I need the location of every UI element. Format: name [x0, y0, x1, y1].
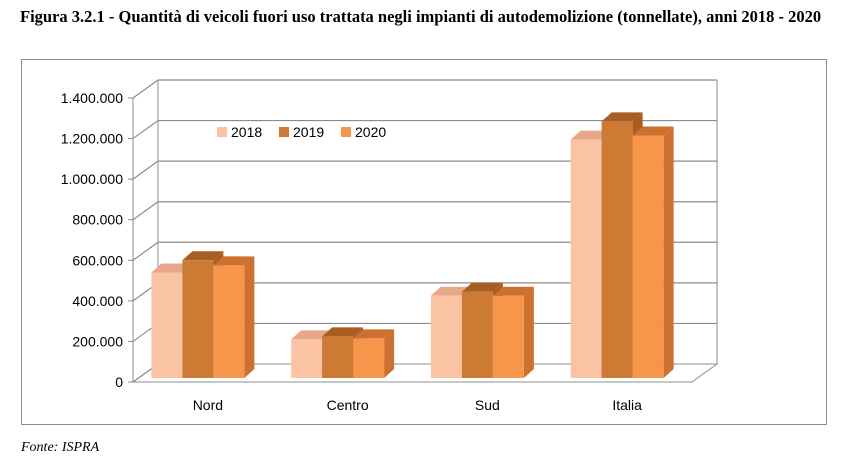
x-category-label: Sud [475, 397, 500, 413]
bar-2018-Nord [151, 272, 183, 378]
bar-side [244, 256, 255, 378]
legend-swatch [279, 127, 289, 137]
x-category-label: Centro [327, 397, 369, 413]
x-category-label: Italia [612, 397, 642, 413]
legend-label: 2018 [231, 124, 262, 140]
bar-side [663, 126, 674, 379]
bar-2020-Centro [353, 338, 385, 378]
gridline-depth [132, 201, 159, 221]
bar-top [430, 286, 472, 296]
y-tick-label: 0 [115, 374, 123, 390]
bar-top [213, 256, 255, 266]
bar-top [353, 329, 395, 339]
gridline-depth [132, 160, 159, 180]
source-note: Fonte: ISPRA [21, 440, 100, 455]
bar-2020-Nord [213, 265, 245, 378]
bar-2019-Italia [601, 121, 633, 378]
bar-2018-Sud [430, 295, 462, 378]
x-category-label: Nord [193, 397, 223, 413]
y-tick-label: 800.000 [72, 212, 123, 228]
bar-2019-Centro [322, 336, 354, 378]
bar-2019-Nord [182, 260, 214, 378]
y-tick-label: 200.000 [72, 333, 123, 349]
bar-side [384, 329, 395, 378]
bar-top [322, 327, 364, 337]
figure-title: Figura 3.2.1 - Quantità di veicoli fuori… [20, 7, 822, 26]
bar-top [632, 126, 674, 136]
y-tick-label: 1.000.000 [61, 171, 123, 187]
y-tick-label: 600.000 [72, 252, 123, 268]
gridline-depth [132, 79, 159, 99]
gridline-depth [132, 120, 159, 140]
gridline-depth [132, 241, 159, 261]
bar-top [601, 112, 643, 122]
legend-swatch [217, 127, 227, 137]
bar-2020-Italia [632, 135, 664, 378]
y-tick-label: 400.000 [72, 293, 123, 309]
bar-top [461, 282, 503, 292]
bar-top [151, 263, 193, 273]
bar-2019-Sud [461, 291, 493, 378]
bar-2018-Centro [291, 339, 323, 378]
legend-label: 2019 [293, 124, 324, 140]
bar-top [570, 130, 612, 140]
y-tick-label: 1.400.000 [61, 90, 123, 106]
bar-top [492, 286, 534, 296]
bar-side [523, 286, 534, 378]
bar-top [291, 330, 333, 340]
legend-label: 2020 [355, 124, 386, 140]
y-tick-label: 1.200.000 [61, 131, 123, 147]
bar-top [182, 251, 224, 261]
bar-2020-Sud [492, 295, 524, 378]
legend-swatch [341, 127, 351, 137]
bar-2018-Italia [570, 139, 602, 378]
